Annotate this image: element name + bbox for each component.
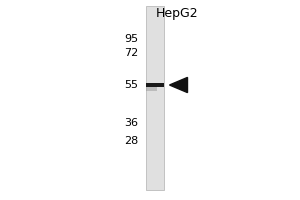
Bar bbox=[146, 87, 157, 91]
Text: 28: 28 bbox=[124, 136, 138, 146]
Bar bbox=[146, 83, 164, 87]
Text: 72: 72 bbox=[124, 48, 138, 58]
Text: HepG2: HepG2 bbox=[156, 7, 198, 20]
Text: 55: 55 bbox=[124, 80, 138, 90]
Text: 95: 95 bbox=[124, 34, 138, 44]
Polygon shape bbox=[169, 77, 188, 93]
Bar bbox=[146, 6, 164, 190]
Text: 36: 36 bbox=[124, 118, 138, 128]
